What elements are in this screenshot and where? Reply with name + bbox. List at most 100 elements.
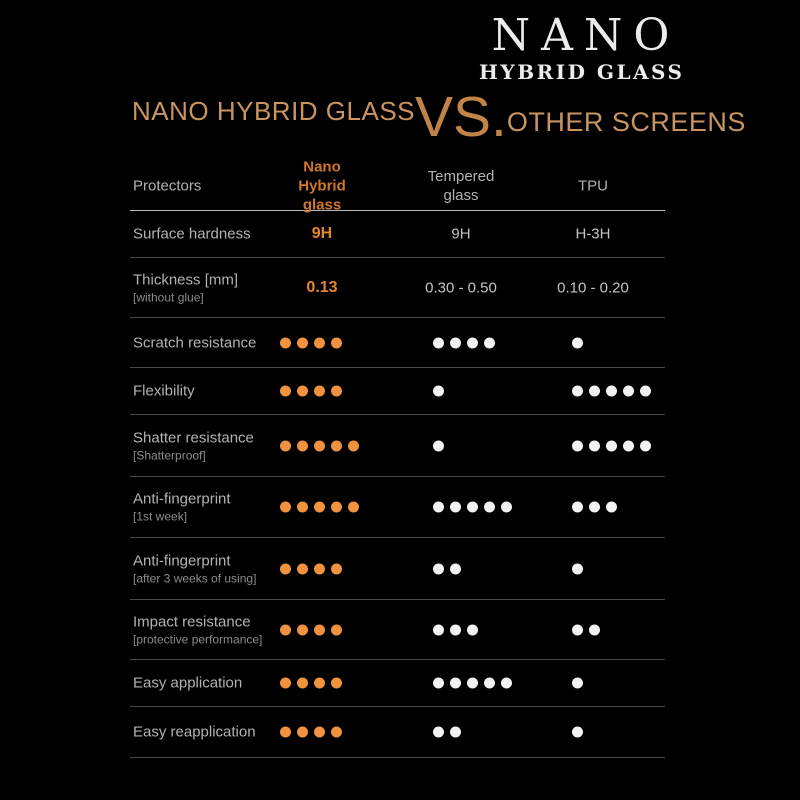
nano-rating-dots [280, 385, 342, 397]
row-label: Easy application [133, 674, 243, 692]
table-row: Anti-fingerprint [1st week] [130, 477, 665, 538]
column-header-tempered-line1: Tempered [427, 168, 495, 185]
page-title: NANO HYBRID GLASS VS. OTHER SCREENS [132, 84, 745, 149]
rating-dot [314, 624, 325, 635]
row-label: Easy reapplication [133, 723, 256, 741]
rating-dot [314, 726, 325, 738]
rating-dot [280, 726, 291, 738]
tempered-value: 9H [451, 225, 471, 243]
row-label-cell: Easy reapplication [133, 724, 256, 741]
rating-dot [589, 385, 600, 397]
tempered-rating-dots [433, 385, 444, 397]
rating-dot [297, 337, 308, 348]
rating-dot [433, 677, 444, 689]
rating-dot [297, 726, 308, 738]
table-row: Thickness [mm] [without glue] 0.13 0.30 … [130, 258, 665, 318]
row-label-cell: Impact resistance [protective performanc… [133, 613, 262, 646]
rating-dot [348, 501, 359, 513]
tempered-rating-dots [433, 677, 512, 689]
tempered-rating-dots [433, 501, 512, 513]
row-label-cell: Shatter resistance [Shatterproof] [133, 429, 254, 462]
tpu-rating-dots [572, 385, 651, 397]
title-right-text: OTHER SCREENS [506, 107, 746, 137]
table-row: Anti-fingerprint [after 3 weeks of using… [130, 538, 665, 600]
rating-dot [484, 337, 495, 348]
row-label: Anti-fingerprint [133, 552, 231, 569]
rating-dot [606, 501, 617, 513]
rating-dot [572, 563, 583, 574]
column-header-nano-line2: Hybrid glass [298, 177, 346, 214]
row-label-cell: Easy application [133, 675, 242, 692]
nano-value: 9H [311, 225, 333, 242]
rating-dot [450, 337, 461, 348]
rating-dot [467, 624, 478, 635]
rating-dot [572, 677, 583, 689]
column-header-nano: Nano Hybrid glass [280, 158, 364, 215]
nano-rating-dots [280, 563, 342, 574]
tempered-rating-dots [433, 624, 478, 635]
column-header-tempered-line2: glass [443, 187, 479, 204]
rating-dot [450, 677, 461, 689]
table-row: Flexibility [130, 368, 665, 415]
rating-dot [314, 337, 325, 348]
rating-dot [433, 385, 444, 397]
row-label-cell: Surface hardness [133, 226, 251, 243]
rating-dot [484, 677, 495, 689]
rating-dot [572, 385, 583, 397]
rating-dot [589, 501, 600, 513]
rating-dot [314, 563, 325, 574]
rating-dot [606, 440, 617, 451]
nano-value: 0.13 [306, 278, 338, 296]
nano-rating-dots [280, 726, 342, 738]
row-label: Surface hardness [133, 225, 251, 243]
rating-dot [606, 385, 617, 397]
tpu-rating-dots [572, 677, 583, 689]
table-row: Easy application [130, 660, 665, 707]
row-sublabel: [Shatterproof] [133, 448, 206, 462]
rating-dot [314, 385, 325, 397]
rating-dot [572, 726, 583, 738]
row-label: Shatter resistance [133, 429, 254, 446]
rating-dot [297, 563, 308, 574]
rating-dot [331, 440, 342, 451]
column-header-protectors: Protectors [133, 177, 202, 195]
rating-dot [331, 385, 342, 397]
table-row: Scratch resistance [130, 318, 665, 368]
nano-rating-dots [280, 337, 342, 348]
tpu-rating-dots [572, 337, 583, 348]
brand-logo: NANO HYBRID GLASS [479, 12, 685, 85]
rating-dot [331, 624, 342, 635]
column-header-tpu: TPU [578, 177, 608, 195]
table-row: Easy reapplication [130, 707, 665, 758]
rating-dot [297, 440, 308, 451]
rating-dot [450, 563, 461, 574]
tpu-rating-dots [572, 726, 583, 738]
tempered-rating-dots [433, 563, 461, 574]
row-sublabel: [protective performance] [133, 632, 263, 646]
title-vs-text: VS. [415, 84, 507, 149]
rating-dot [297, 385, 308, 397]
rating-dot [433, 337, 444, 348]
rating-dot [450, 726, 461, 738]
rating-dot [467, 501, 478, 513]
nano-rating-dots [280, 624, 342, 635]
rating-dot [572, 337, 583, 348]
rating-dot [331, 563, 342, 574]
row-sublabel: [without glue] [133, 290, 204, 304]
rating-dot [501, 677, 512, 689]
table-row: Shatter resistance [Shatterproof] [130, 415, 665, 477]
column-header-nano-line1: Nano [303, 158, 341, 176]
row-label-cell: Flexibility [133, 383, 195, 400]
tempered-value: 0.30 - 0.50 [425, 279, 497, 296]
rating-dot [314, 501, 325, 513]
brand-logo-subname: HYBRID GLASS [479, 60, 685, 84]
rating-dot [450, 624, 461, 635]
rating-dot [467, 677, 478, 689]
rating-dot [433, 440, 444, 451]
rating-dot [280, 337, 291, 348]
rating-dot [450, 501, 461, 513]
row-label-cell: Anti-fingerprint [after 3 weeks of using… [133, 552, 256, 585]
tpu-value: H-3H [575, 225, 611, 243]
row-label-cell: Scratch resistance [133, 334, 256, 351]
tempered-rating-dots [433, 440, 444, 451]
